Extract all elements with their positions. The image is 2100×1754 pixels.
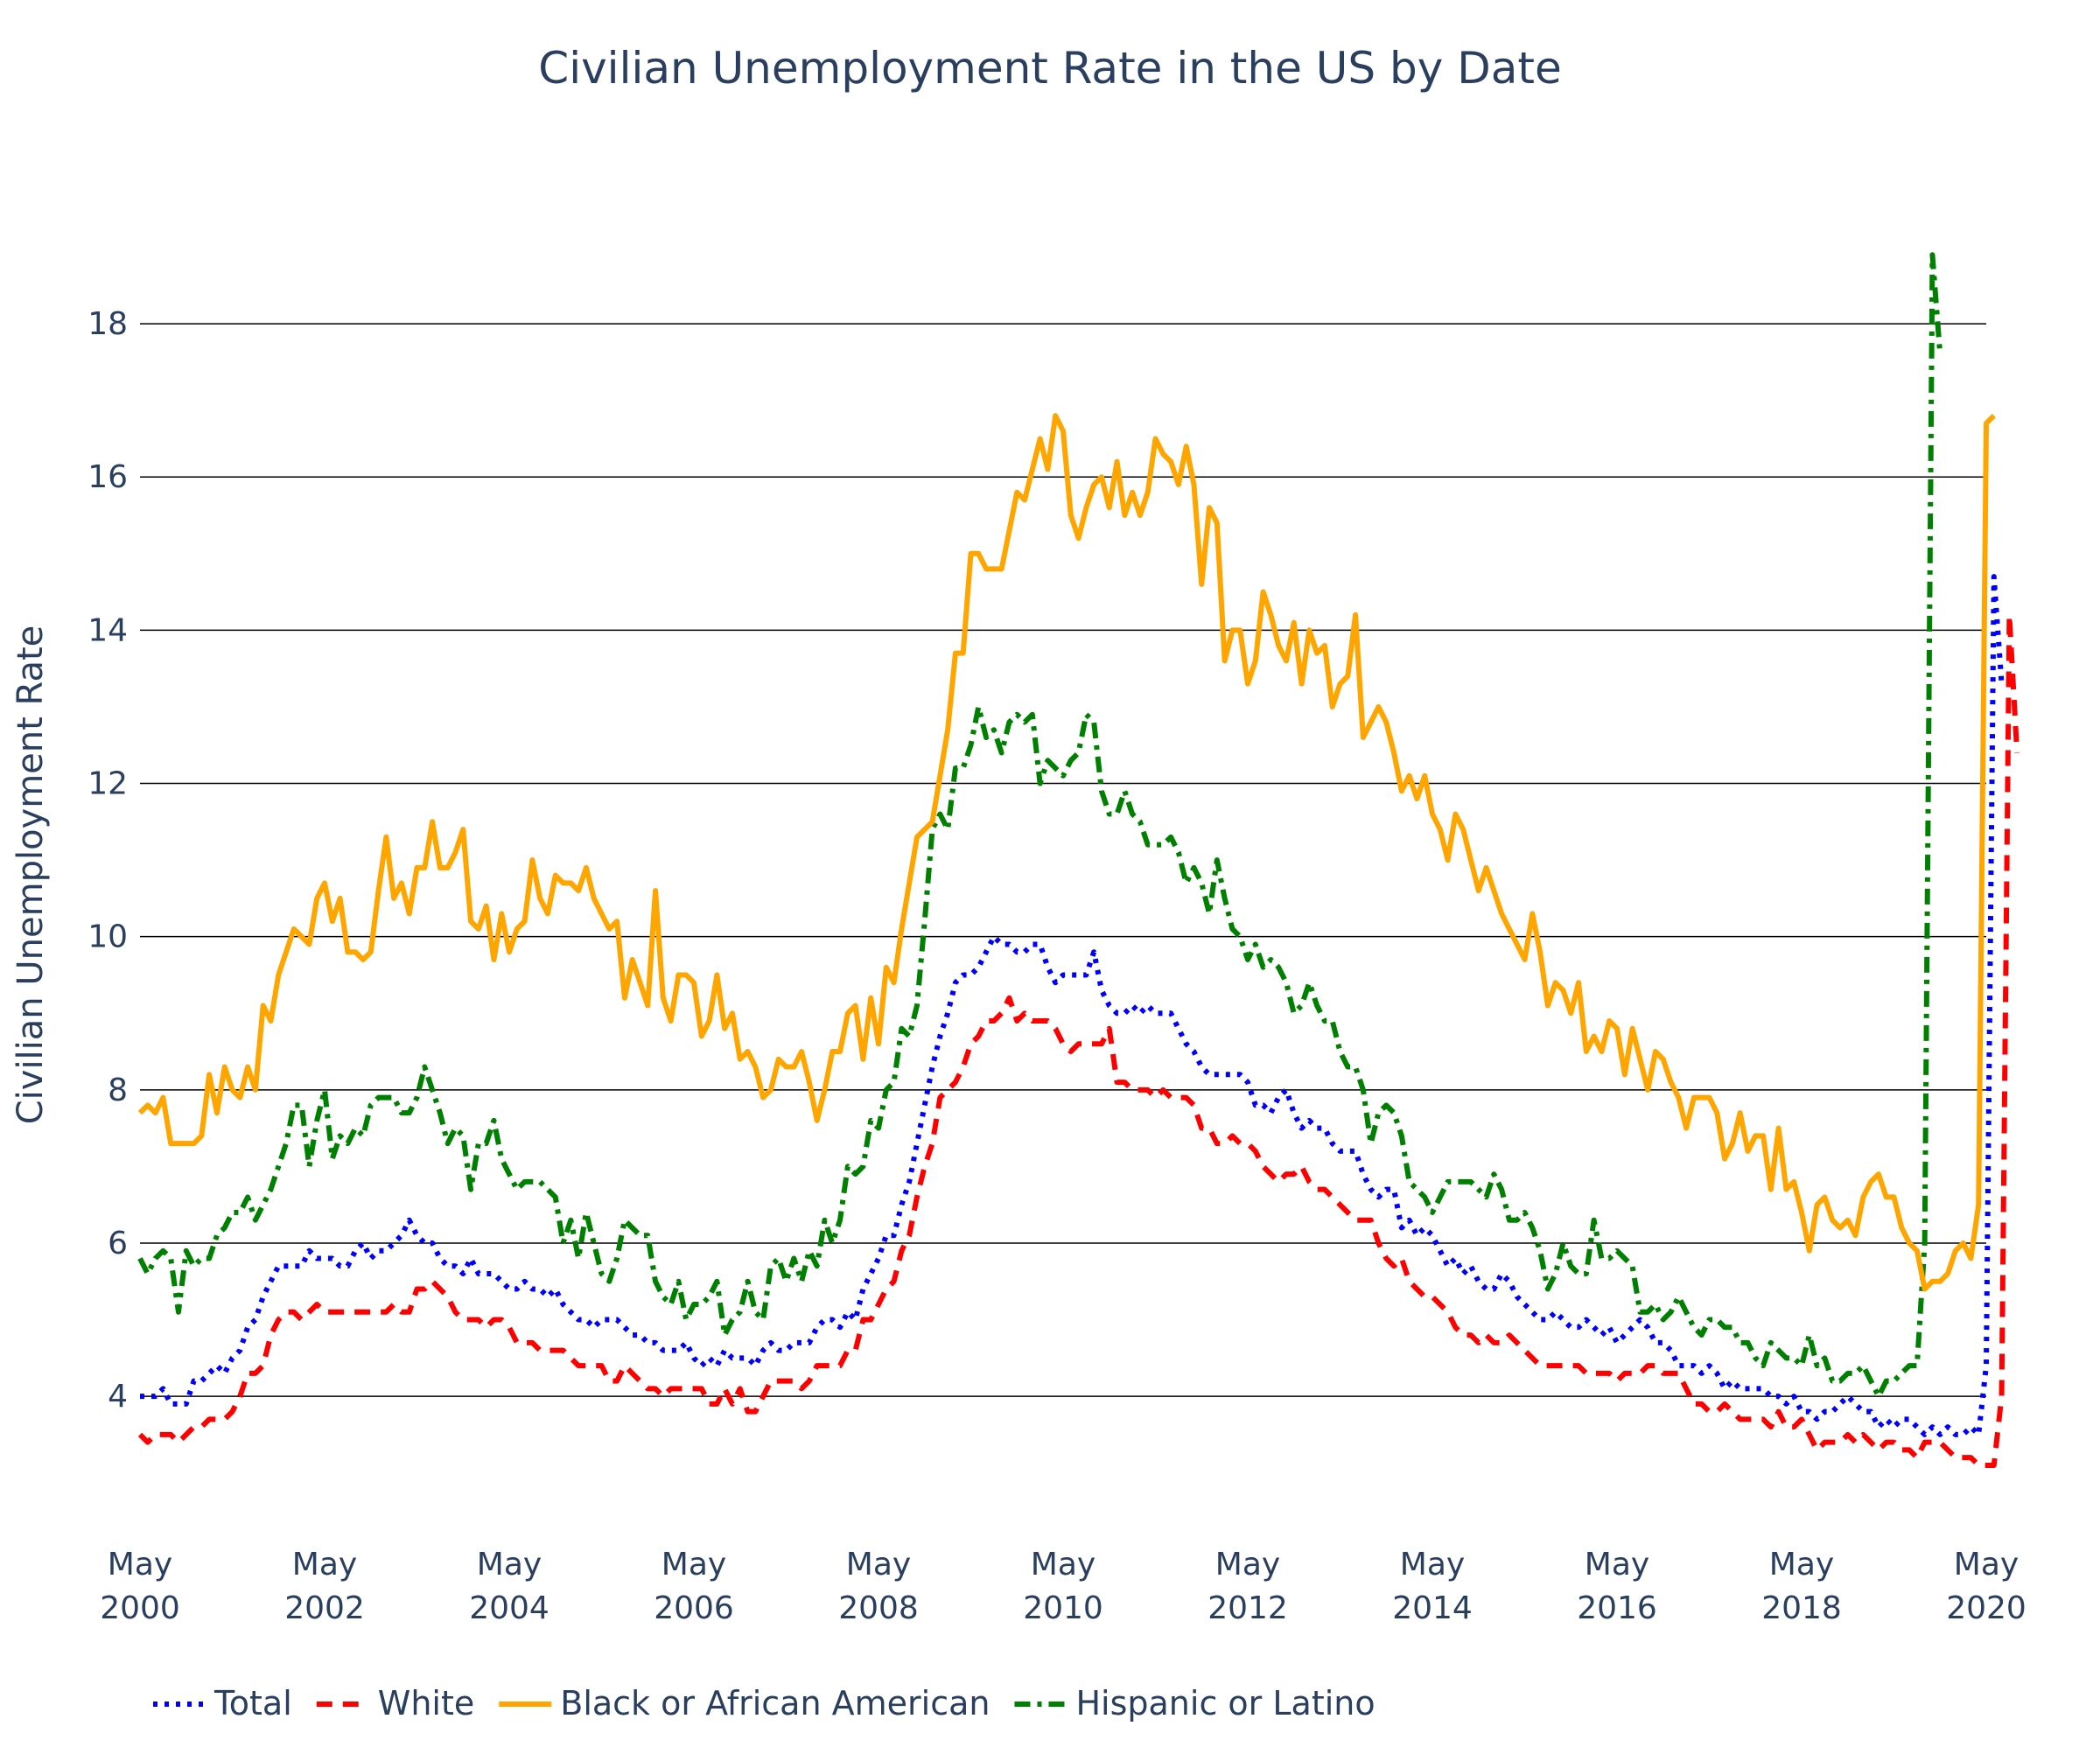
x-tick-label-month: May <box>1769 1547 1834 1583</box>
x-tick-label-month: May <box>1031 1547 1096 1583</box>
x-tick: May 2000 <box>100 1547 180 1626</box>
x-tick: May 2012 <box>1208 1547 1288 1626</box>
y-tick-label: 4 <box>108 1379 128 1415</box>
gridlines <box>140 323 1986 1397</box>
series-line-black-or-african-american <box>137 413 1996 1292</box>
x-tick-label-year: 2016 <box>1577 1590 1657 1626</box>
series-line-white <box>137 611 2020 1468</box>
x-tick-label-month: May <box>1585 1547 1649 1583</box>
x-tick-label-year: 2018 <box>1761 1590 1842 1626</box>
x-tick-label-month: May <box>477 1547 542 1583</box>
x-tick-label-year: 2004 <box>469 1590 550 1626</box>
x-tick-label-month: May <box>1215 1547 1280 1583</box>
x-tick: May 2016 <box>1577 1547 1657 1626</box>
y-tick-label: 18 <box>88 306 128 342</box>
y-axis-ticks: 4 6 8 10 12 14 16 18 <box>88 306 128 1415</box>
x-tick: May 2002 <box>284 1547 365 1626</box>
legend-label: White <box>378 1684 475 1723</box>
x-tick-label-month: May <box>662 1547 726 1583</box>
y-tick-label: 12 <box>88 766 128 802</box>
legend-item[interactable]: White <box>316 1684 475 1723</box>
x-axis-ticks: May 2000 May 2002 May 2004 May 2006 May 2008 May 20… <box>100 1547 2026 1626</box>
x-tick: May 2006 <box>654 1547 734 1626</box>
x-tick: May 2004 <box>469 1547 550 1626</box>
series-line-hispanic-or-latino <box>137 252 1943 1400</box>
x-tick-label-month: May <box>846 1547 911 1583</box>
y-tick-label: 8 <box>108 1073 128 1108</box>
x-tick: May 2020 <box>1946 1547 2026 1626</box>
x-tick: May 2014 <box>1392 1547 1473 1626</box>
x-tick-label-year: 2000 <box>100 1590 180 1626</box>
x-tick: May 2018 <box>1761 1547 1842 1626</box>
legend-item[interactable]: Hispanic or Latino <box>1014 1684 1376 1723</box>
x-tick-label-year: 2012 <box>1208 1590 1288 1626</box>
x-tick-label-year: 2014 <box>1392 1590 1473 1626</box>
x-tick-label-year: 2006 <box>654 1590 734 1626</box>
x-tick-label-year: 2010 <box>1023 1590 1103 1626</box>
legend-item[interactable]: Total <box>153 1684 292 1723</box>
series-line-total <box>140 574 2005 1437</box>
series-lines <box>137 252 2020 1468</box>
y-tick-label: 16 <box>88 459 128 495</box>
y-tick-label: 6 <box>108 1226 128 1261</box>
x-tick: May 2008 <box>838 1547 919 1626</box>
y-axis-label: Civilian Unemployment Rate <box>10 625 51 1125</box>
legend: Total White Black or African American Hispa… <box>153 1684 1376 1723</box>
x-tick-label-month: May <box>108 1547 172 1583</box>
legend-item[interactable]: Black or African American <box>499 1684 990 1723</box>
x-tick-label-year: 2020 <box>1946 1590 2026 1626</box>
x-tick-label-month: May <box>292 1547 357 1583</box>
y-tick-label: 10 <box>88 919 128 955</box>
legend-label: Black or African American <box>560 1684 990 1723</box>
legend-label: Total <box>214 1684 292 1723</box>
legend-label: Hispanic or Latino <box>1075 1684 1375 1723</box>
x-tick-label-month: May <box>1954 1547 2019 1583</box>
x-tick: May 2010 <box>1023 1547 1103 1626</box>
y-tick-label: 14 <box>88 612 128 648</box>
chart-title: Civilian Unemployment Rate in the US by … <box>538 43 1561 94</box>
x-tick-label-year: 2008 <box>838 1590 919 1626</box>
x-tick-label-year: 2002 <box>284 1590 365 1626</box>
x-tick-label-month: May <box>1400 1547 1465 1583</box>
